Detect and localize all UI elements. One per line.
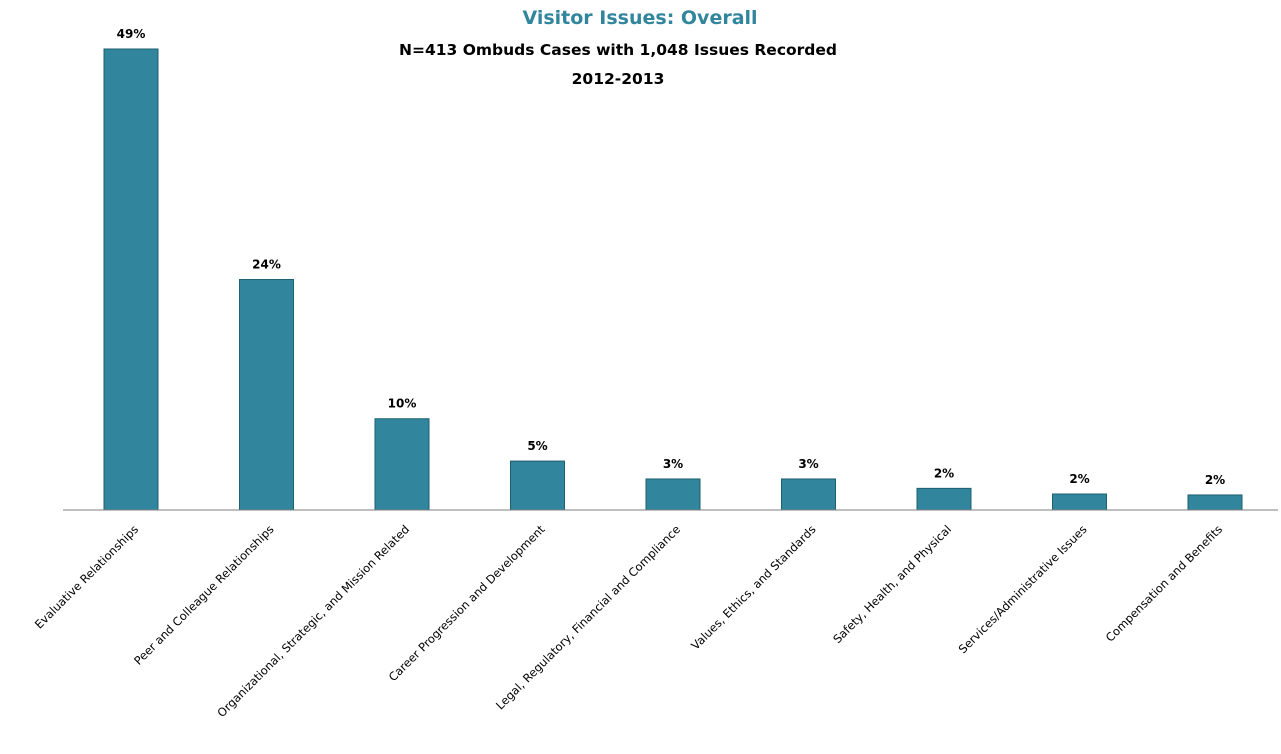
bars-group (103, 48, 1243, 511)
data-label-5: 3% (663, 457, 683, 471)
bar-7 (916, 487, 972, 511)
data-label-3: 10% (388, 397, 417, 411)
data-label-8: 2% (1069, 472, 1089, 486)
x-tick-label-4: Career Progression and Development (386, 522, 548, 684)
chart-subtitle: N=413 Ombuds Cases with 1,048 Issues Rec… (399, 41, 837, 59)
bar-3 (374, 418, 430, 511)
x-tick-label-1: Evaluative Relationships (32, 522, 141, 631)
data-label-4: 5% (527, 439, 547, 453)
x-tick-label-2: Peer and Colleague Relationships (131, 522, 277, 668)
bar-2 (239, 279, 294, 511)
x-tick-label-8: Services/Administrative Issues (956, 522, 1090, 656)
data-label-1: 49% (117, 27, 146, 41)
chart-subtitle-years: 2012-2013 (572, 70, 665, 88)
bar-1 (103, 48, 159, 511)
bar-6 (781, 478, 836, 511)
data-label-9: 2% (1205, 473, 1225, 487)
data-label-6: 3% (798, 457, 818, 471)
bar-9 (1187, 494, 1243, 511)
data-label-7: 2% (934, 466, 954, 480)
bar-5 (645, 478, 701, 511)
chart-title: Visitor Issues: Overall (522, 7, 757, 29)
data-labels-group: 49% 24% 10% 5% 3% 3% 2% 2% 2% (117, 27, 1226, 487)
x-tick-label-7: Safety, Health, and Physical (830, 522, 954, 646)
x-tick-label-6: Values, Ethics, and Standards (688, 522, 818, 652)
x-tick-label-9: Compensation and Benefits (1103, 522, 1225, 644)
bar-8 (1052, 493, 1107, 511)
bar-4 (510, 460, 565, 511)
data-label-2: 24% (252, 258, 281, 272)
